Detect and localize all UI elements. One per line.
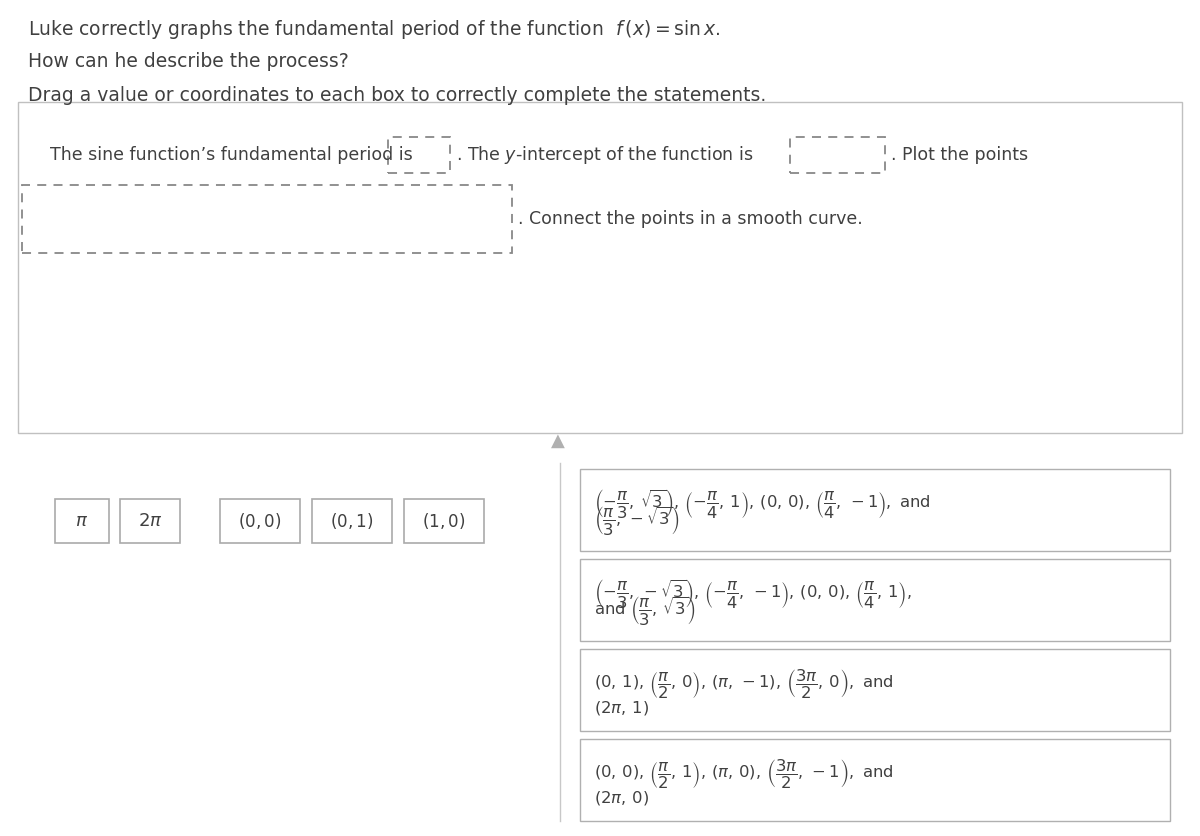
Text: $\left(-\dfrac{\pi}{3},\,-\sqrt{3}\right),\,\left(-\dfrac{\pi}{4},\,-1\right),\,: $\left(-\dfrac{\pi}{3},\,-\sqrt{3}\right… [594,578,912,610]
FancyBboxPatch shape [22,185,512,253]
FancyBboxPatch shape [580,559,1170,641]
FancyBboxPatch shape [580,650,1170,732]
FancyBboxPatch shape [790,137,886,173]
FancyBboxPatch shape [580,739,1170,822]
FancyBboxPatch shape [55,499,109,543]
Text: $(0, 0)$: $(0, 0)$ [239,512,282,532]
Text: $\left(-\dfrac{\pi}{3},\, \sqrt{3}\right),\,\left(-\dfrac{\pi}{4},\, 1\right),\,: $\left(-\dfrac{\pi}{3},\, \sqrt{3}\right… [594,487,931,521]
Text: $\pi$: $\pi$ [76,512,89,530]
Text: $(0, 1)$: $(0, 1)$ [330,512,373,532]
Text: $(2\pi,\,1)$: $(2\pi,\,1)$ [594,700,649,717]
Text: Drag a value or coordinates to each box to correctly complete the statements.: Drag a value or coordinates to each box … [28,86,767,105]
Text: . Plot the points: . Plot the points [890,146,1028,164]
Text: $(2\pi,\,0)$: $(2\pi,\,0)$ [594,789,649,808]
Text: $\left(\dfrac{\pi}{3},\,-\sqrt{3}\right)$: $\left(\dfrac{\pi}{3},\,-\sqrt{3}\right)… [594,504,680,538]
Text: . Connect the points in a smooth curve.: . Connect the points in a smooth curve. [518,210,863,228]
FancyBboxPatch shape [580,470,1170,552]
FancyBboxPatch shape [312,499,392,543]
Text: $2\pi$: $2\pi$ [138,512,162,530]
Text: $(1, 0)$: $(1, 0)$ [422,512,466,532]
Text: and $\left(\dfrac{\pi}{3},\,\sqrt{3}\right)$: and $\left(\dfrac{\pi}{3},\,\sqrt{3}\rig… [594,594,696,628]
Text: $(0,\,1),\,\left(\dfrac{\pi}{2},\,0\right),\,(\pi,\,-1),\,\left(\dfrac{3\pi}{2},: $(0,\,1),\,\left(\dfrac{\pi}{2},\,0\righ… [594,667,894,701]
FancyBboxPatch shape [404,499,484,543]
Text: The sine function’s fundamental period is: The sine function’s fundamental period i… [50,146,413,164]
Text: Luke correctly graphs the fundamental period of the function  $f\,(x) = \sin x$.: Luke correctly graphs the fundamental pe… [28,18,720,41]
FancyBboxPatch shape [18,102,1182,433]
FancyBboxPatch shape [120,499,180,543]
Text: ▲: ▲ [551,431,565,450]
FancyBboxPatch shape [388,137,450,173]
Text: . The $y$-intercept of the function is: . The $y$-intercept of the function is [456,144,754,166]
Text: How can he describe the process?: How can he describe the process? [28,52,349,71]
Text: $(0,\,0),\,\left(\dfrac{\pi}{2},\,1\right),\,(\pi,\,0),\,\left(\dfrac{3\pi}{2},\: $(0,\,0),\,\left(\dfrac{\pi}{2},\,1\righ… [594,757,894,791]
FancyBboxPatch shape [220,499,300,543]
